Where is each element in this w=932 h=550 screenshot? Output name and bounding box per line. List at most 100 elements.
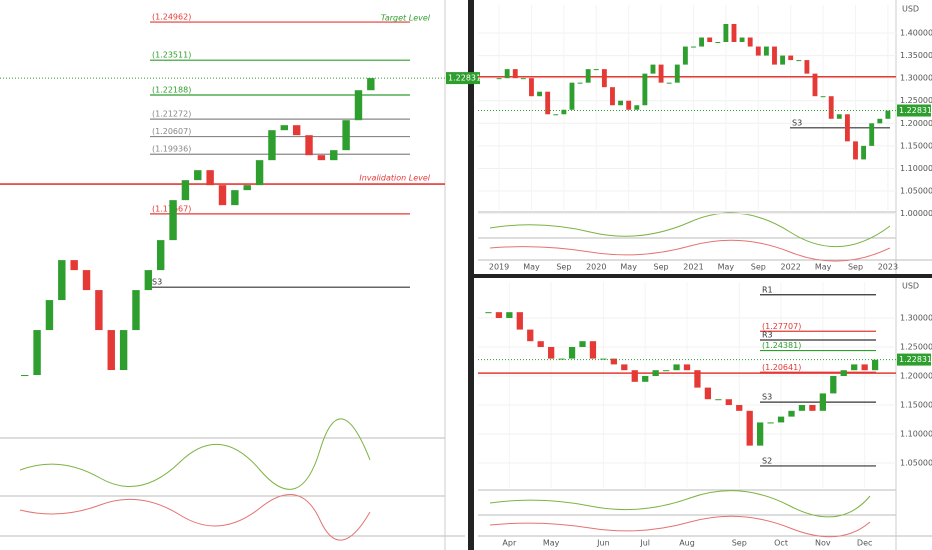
candle bbox=[280, 125, 289, 131]
candle bbox=[527, 329, 534, 342]
currency-label: USD bbox=[902, 282, 919, 291]
price-tag bbox=[446, 72, 480, 85]
candle bbox=[715, 42, 721, 44]
x-tick-label: 2021 bbox=[683, 263, 703, 272]
x-tick-label: 2020 bbox=[586, 263, 606, 272]
candle bbox=[45, 300, 54, 331]
candle bbox=[767, 422, 774, 424]
candle bbox=[819, 393, 826, 411]
level-label: (1.27707) bbox=[762, 322, 801, 331]
candle bbox=[777, 416, 785, 423]
y-tick-label: 1.40000 bbox=[900, 28, 932, 37]
price-tag-label: 1.22831 bbox=[899, 355, 932, 364]
level-label: S3 bbox=[792, 118, 802, 127]
candle bbox=[869, 123, 875, 146]
candle bbox=[755, 46, 761, 56]
x-tick-label: Nov bbox=[815, 539, 831, 548]
y-tick-label: 1.25000 bbox=[900, 342, 932, 351]
level-label: (1.20641) bbox=[762, 363, 801, 372]
oscillator-line bbox=[19, 418, 371, 490]
x-tick-label: Oct bbox=[774, 539, 788, 548]
candle bbox=[568, 346, 576, 359]
candle bbox=[828, 96, 834, 119]
candle bbox=[516, 312, 523, 330]
candle bbox=[330, 150, 338, 161]
level-label: S2 bbox=[762, 456, 772, 465]
candle bbox=[610, 87, 615, 106]
candle bbox=[529, 78, 534, 97]
candle bbox=[746, 410, 753, 446]
candle bbox=[739, 37, 745, 43]
candle bbox=[840, 370, 847, 377]
level-label: (1.24381) bbox=[762, 341, 801, 350]
x-tick-label: Sep bbox=[848, 263, 863, 272]
oscillator-line bbox=[489, 515, 871, 538]
level-label: (1.22188) bbox=[152, 85, 191, 94]
candle bbox=[181, 180, 190, 201]
level-label: (1.24962) bbox=[152, 13, 191, 22]
candle bbox=[731, 23, 737, 43]
level-label: R1 bbox=[762, 285, 773, 294]
y-tick-label: 1.20000 bbox=[900, 119, 932, 128]
candle bbox=[820, 96, 826, 98]
candle bbox=[600, 358, 607, 360]
candle bbox=[268, 130, 276, 161]
candle bbox=[662, 370, 670, 372]
candle bbox=[694, 370, 701, 388]
y-tick-label: 1.15000 bbox=[900, 141, 932, 150]
candle bbox=[512, 69, 518, 79]
candle bbox=[723, 23, 729, 43]
candle bbox=[836, 114, 842, 119]
candle bbox=[21, 375, 29, 377]
level-label: S3 bbox=[762, 393, 772, 402]
candle bbox=[618, 100, 624, 106]
candle bbox=[851, 364, 858, 371]
candle bbox=[255, 160, 264, 186]
x-tick-label: Dec bbox=[857, 539, 872, 548]
candle bbox=[736, 405, 743, 411]
panel-divider bbox=[468, 0, 474, 550]
x-tick-label: Sep bbox=[556, 263, 571, 272]
candle bbox=[715, 399, 722, 401]
candle bbox=[119, 330, 128, 371]
oscillator-line bbox=[489, 239, 891, 262]
candle bbox=[496, 78, 502, 80]
candle bbox=[601, 69, 607, 88]
candle bbox=[704, 387, 712, 400]
level-label: (1.20607) bbox=[152, 127, 191, 136]
candle bbox=[674, 64, 680, 83]
candle bbox=[642, 376, 649, 382]
candle bbox=[579, 341, 586, 347]
candle bbox=[33, 330, 41, 376]
candle bbox=[788, 410, 795, 417]
candle bbox=[561, 109, 567, 115]
candle bbox=[194, 170, 202, 181]
x-tick-label: 2022 bbox=[781, 263, 801, 272]
candle bbox=[70, 260, 78, 271]
candle bbox=[763, 46, 769, 56]
candle bbox=[885, 110, 891, 119]
x-tick-label: May bbox=[543, 539, 560, 548]
y-tick-label: 1.20000 bbox=[900, 372, 932, 381]
candle bbox=[548, 346, 555, 359]
candle bbox=[621, 364, 628, 371]
x-tick-label: Aug bbox=[679, 539, 695, 548]
candle bbox=[780, 55, 786, 65]
candle bbox=[757, 422, 764, 446]
candle bbox=[809, 405, 816, 411]
candle bbox=[585, 69, 591, 83]
candle bbox=[634, 105, 640, 110]
x-tick-label: Apr bbox=[502, 539, 517, 548]
candle bbox=[504, 69, 510, 79]
candle bbox=[650, 64, 656, 74]
candle bbox=[652, 370, 659, 377]
candle bbox=[788, 55, 794, 61]
x-tick-label: May bbox=[815, 263, 832, 272]
candle bbox=[495, 312, 503, 318]
currency-label: USD bbox=[902, 5, 919, 14]
candle bbox=[691, 46, 696, 48]
candle bbox=[107, 330, 115, 371]
candle bbox=[798, 405, 806, 411]
oscillator-line bbox=[19, 494, 371, 541]
